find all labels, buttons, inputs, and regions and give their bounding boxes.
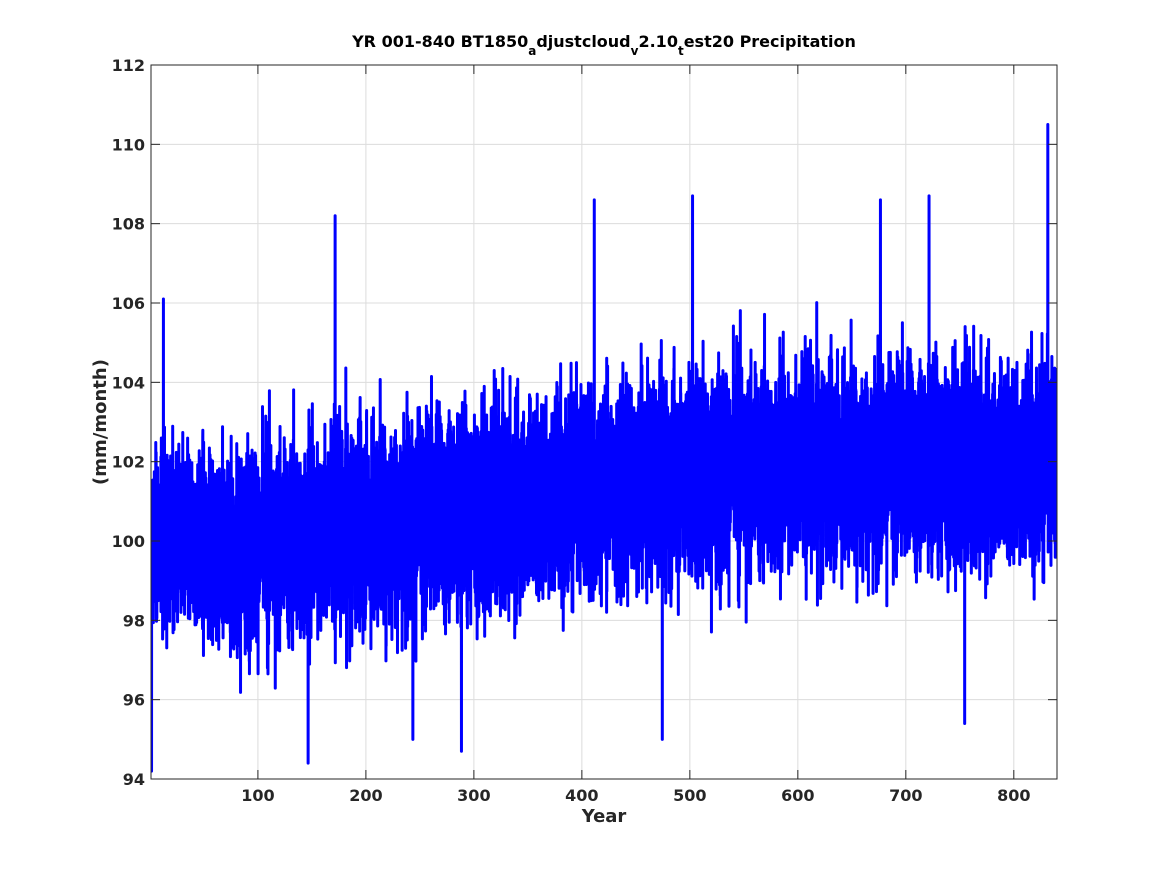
y-tick-label: 94 bbox=[123, 770, 145, 789]
x-tick-label: 200 bbox=[349, 786, 382, 805]
title-part-2: djustcloud bbox=[536, 32, 630, 51]
title-sub-2: v bbox=[631, 44, 639, 58]
title-sub-3: t bbox=[678, 44, 684, 58]
series-group bbox=[151, 123, 1057, 773]
x-tick-label: 100 bbox=[241, 786, 274, 805]
y-axis-label: (mm/month) bbox=[90, 359, 111, 485]
y-tick-label: 96 bbox=[123, 691, 145, 710]
x-axis-label: Year bbox=[581, 806, 627, 827]
x-tick-label: 500 bbox=[673, 786, 706, 805]
x-tick-label: 700 bbox=[889, 786, 922, 805]
series-line-precipitation bbox=[151, 123, 1057, 773]
title-sub-1: a bbox=[528, 44, 536, 58]
y-axis-ticks: 94 96 98 100 102 104 106 108 110 112 bbox=[112, 56, 1057, 789]
y-tick-label: 106 bbox=[112, 294, 145, 313]
axes-box bbox=[150, 64, 1058, 780]
title-part-3: 2.10 bbox=[638, 32, 677, 51]
x-tick-label: 300 bbox=[457, 786, 490, 805]
x-tick-label: 600 bbox=[781, 786, 814, 805]
chart-title: YR 001-840 BT1850adjustcloudv2.10test20 … bbox=[351, 32, 856, 58]
x-axis-ticks: 100 200 300 400 500 600 700 800 bbox=[241, 65, 1031, 805]
y-tick-label: 102 bbox=[112, 453, 145, 472]
y-tick-label: 98 bbox=[123, 611, 145, 630]
y-tick-label: 110 bbox=[112, 135, 145, 154]
y-tick-label: 104 bbox=[112, 373, 145, 392]
y-tick-label: 100 bbox=[112, 532, 145, 551]
y-tick-label: 112 bbox=[112, 56, 145, 75]
x-tick-label: 800 bbox=[997, 786, 1030, 805]
y-tick-label: 108 bbox=[112, 215, 145, 234]
x-tick-label: 400 bbox=[565, 786, 598, 805]
title-part-4: est20 Precipitation bbox=[684, 32, 856, 51]
title-part-1: YR 001-840 BT1850 bbox=[351, 32, 528, 51]
